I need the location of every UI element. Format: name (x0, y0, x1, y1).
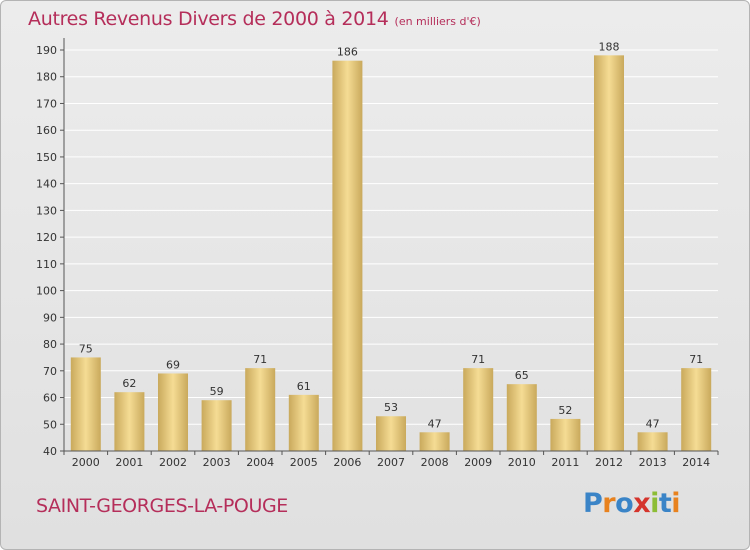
bar-2014 (681, 368, 712, 451)
x-tick-label-2010: 2010 (508, 456, 536, 469)
data-label-2008: 47 (428, 417, 442, 430)
y-tick-label: 70 (43, 365, 57, 378)
y-tick-label: 50 (43, 418, 57, 431)
x-tick-label-2003: 2003 (203, 456, 231, 469)
y-tick-label: 190 (36, 44, 57, 57)
y-tick-label: 80 (43, 338, 57, 351)
bar-2003 (201, 400, 232, 451)
data-label-2001: 62 (122, 377, 136, 390)
y-tick-label: 180 (36, 71, 57, 84)
x-tick-label-2005: 2005 (290, 456, 318, 469)
y-tick-label: 170 (36, 97, 57, 110)
x-tick-label-2011: 2011 (551, 456, 579, 469)
y-tick-label: 60 (43, 392, 57, 405)
data-label-2011: 52 (558, 404, 572, 417)
bar-2010 (506, 384, 537, 451)
data-label-2000: 75 (79, 342, 93, 355)
bar-2001 (114, 392, 145, 451)
x-tick-label-2008: 2008 (421, 456, 449, 469)
chart-title: Autres Revenus Divers de 2000 à 2014 (en … (28, 8, 481, 30)
data-label-2010: 65 (515, 369, 529, 382)
proxiti-logo: Proxiti (583, 488, 681, 519)
bar-2008 (419, 432, 450, 451)
data-label-2009: 71 (471, 353, 485, 366)
x-tick-label-2009: 2009 (464, 456, 492, 469)
bar-2012 (594, 55, 624, 451)
y-tick-label: 40 (43, 445, 57, 458)
title-main: Autres Revenus Divers de 2000 à 2014 (28, 8, 389, 30)
x-tick-label-2004: 2004 (246, 456, 274, 469)
title-unit: (en milliers d'€) (394, 15, 481, 28)
data-label-2003: 59 (210, 385, 224, 398)
x-tick-label-2014: 2014 (682, 456, 710, 469)
bar-2000 (70, 357, 101, 451)
data-label-2013: 47 (646, 417, 660, 430)
data-label-2006: 186 (337, 46, 358, 59)
bar-2004 (245, 368, 276, 451)
x-tick-label-2002: 2002 (159, 456, 187, 469)
data-label-2004: 71 (253, 353, 267, 366)
y-tick-label: 100 (36, 285, 57, 298)
x-tick-label-2012: 2012 (595, 456, 623, 469)
axes: 40 50 60 70 80 90 100 110 120 130 140 150 160 170 180 1… (36, 38, 719, 469)
bar-2002 (158, 373, 188, 451)
bar-2005 (288, 394, 319, 451)
y-tick-label: 160 (36, 124, 57, 137)
bar-2006 (332, 60, 363, 452)
bars (70, 55, 712, 452)
logo-letter: P (583, 488, 603, 519)
logo-letter: t (658, 488, 672, 519)
x-tick-label-2001: 2001 (115, 456, 143, 469)
bar-2011 (550, 418, 581, 451)
logo-letter: r (602, 488, 616, 519)
y-tick-label: 130 (36, 204, 57, 217)
x-tick-label-2006: 2006 (333, 456, 361, 469)
y-tick-label: 90 (43, 311, 57, 324)
bar-2007 (376, 416, 406, 451)
data-labels: 75 62 69 59 71 61 186 53 47 71 65 52 188 47 71 (79, 40, 703, 430)
bar-2009 (463, 368, 494, 451)
y-tick-label: 140 (36, 178, 57, 191)
logo-letter: i (671, 488, 681, 519)
data-label-2012: 188 (599, 40, 620, 53)
data-label-2005: 61 (297, 380, 311, 393)
y-tick-label: 110 (36, 258, 57, 271)
x-tick-label-2000: 2000 (72, 456, 100, 469)
x-tick-label-2007: 2007 (377, 456, 405, 469)
y-tick-label: 120 (36, 231, 57, 244)
logo-letter: o (615, 488, 634, 519)
data-label-2007: 53 (384, 401, 398, 414)
logo-letter: x (633, 488, 651, 519)
data-label-2002: 69 (166, 358, 180, 371)
bar-2013 (637, 432, 668, 451)
logo-letter: i (650, 488, 659, 519)
x-tick-label-2013: 2013 (639, 456, 667, 469)
place-name: SAINT-GEORGES-LA-POUGE (36, 495, 288, 517)
data-label-2014: 71 (689, 353, 703, 366)
y-tick-label: 150 (36, 151, 57, 164)
